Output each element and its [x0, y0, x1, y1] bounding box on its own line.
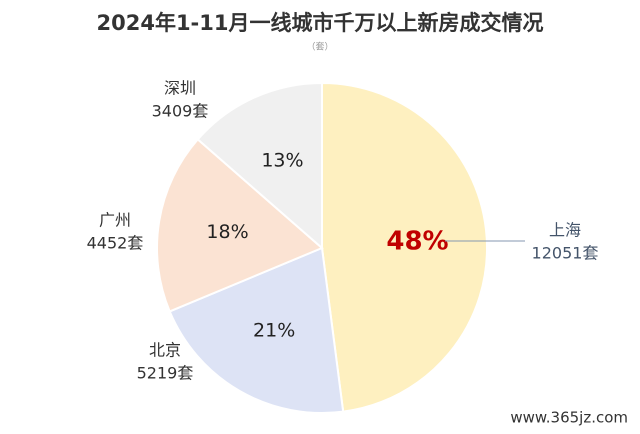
pie-slice: [168, 246, 345, 414]
category-label: 上海: [549, 221, 581, 240]
value-label: 3409套: [152, 102, 209, 121]
chart-title: 2024年1-11月一线城市千万以上新房成交情况: [97, 11, 544, 35]
watermark: www.365jz.com: [510, 409, 628, 427]
pie-slice: [321, 81, 488, 413]
category-label: 北京: [149, 341, 181, 360]
percent-label: 21%: [253, 319, 295, 341]
chart-subtitle: （套）: [306, 41, 333, 53]
pie-slice: [196, 81, 323, 251]
percent-label: 13%: [261, 149, 303, 171]
category-label: 广州: [99, 211, 131, 230]
value-label: 5219套: [137, 364, 194, 383]
percent-label: 18%: [206, 221, 248, 243]
pie-slice: [156, 137, 324, 313]
category-label: 深圳: [164, 79, 196, 98]
percent-label: 48%: [386, 226, 448, 256]
value-label: 12051套: [532, 244, 599, 263]
value-label: 4452套: [87, 234, 144, 253]
